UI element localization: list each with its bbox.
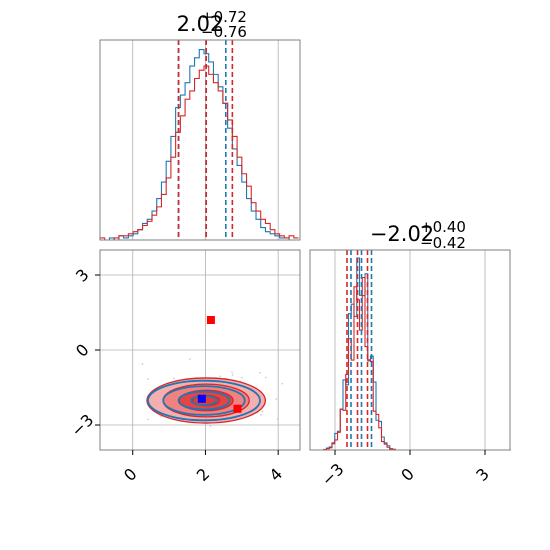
hist-y-title: −2.02: [370, 222, 434, 246]
panel-contour: 0 2 4 3 0 −3: [67, 249, 328, 485]
hist-y-title-upper: +0.40: [420, 218, 466, 236]
contour-xtick-2: 4: [266, 464, 287, 485]
hist-y-title-lower: −0.42: [420, 234, 466, 252]
contour-xtick-0: 0: [120, 464, 141, 485]
contour-xtick-1: 2: [193, 464, 214, 485]
contour-ytick-1: 0: [72, 340, 93, 361]
hist-x-title-upper: +0.72: [201, 8, 247, 26]
contour-marker-2: [197, 394, 206, 403]
contour-ytick-2: −3: [67, 410, 97, 440]
contour-series-1-level-0: [147, 379, 261, 422]
hist-y-xtick-1: 0: [397, 464, 418, 485]
contour-marker-0: [206, 316, 215, 324]
hist-y-xtick-2: 3: [472, 464, 493, 485]
hist-x-series-0: [100, 48, 299, 241]
panel-hist-x: 2.02 +0.72 −0.76: [99, 8, 301, 241]
hist-x-title-lower: −0.76: [201, 23, 247, 41]
panel-hist-y: −3 0 3 −2.02 +0.40 −0.42: [309, 218, 511, 490]
contour-series-1-level-2: [177, 390, 231, 411]
contour-series-1-level-1: [162, 385, 246, 416]
hist-x-series-1: [99, 65, 299, 241]
hist-x-title: 2.02: [177, 12, 224, 36]
panel-hist-x-frame: [100, 40, 300, 240]
hist-y-xtick-0: −3: [318, 460, 348, 490]
contour-ytick-0: 3: [72, 265, 93, 286]
contour-marker-1: [233, 404, 242, 413]
